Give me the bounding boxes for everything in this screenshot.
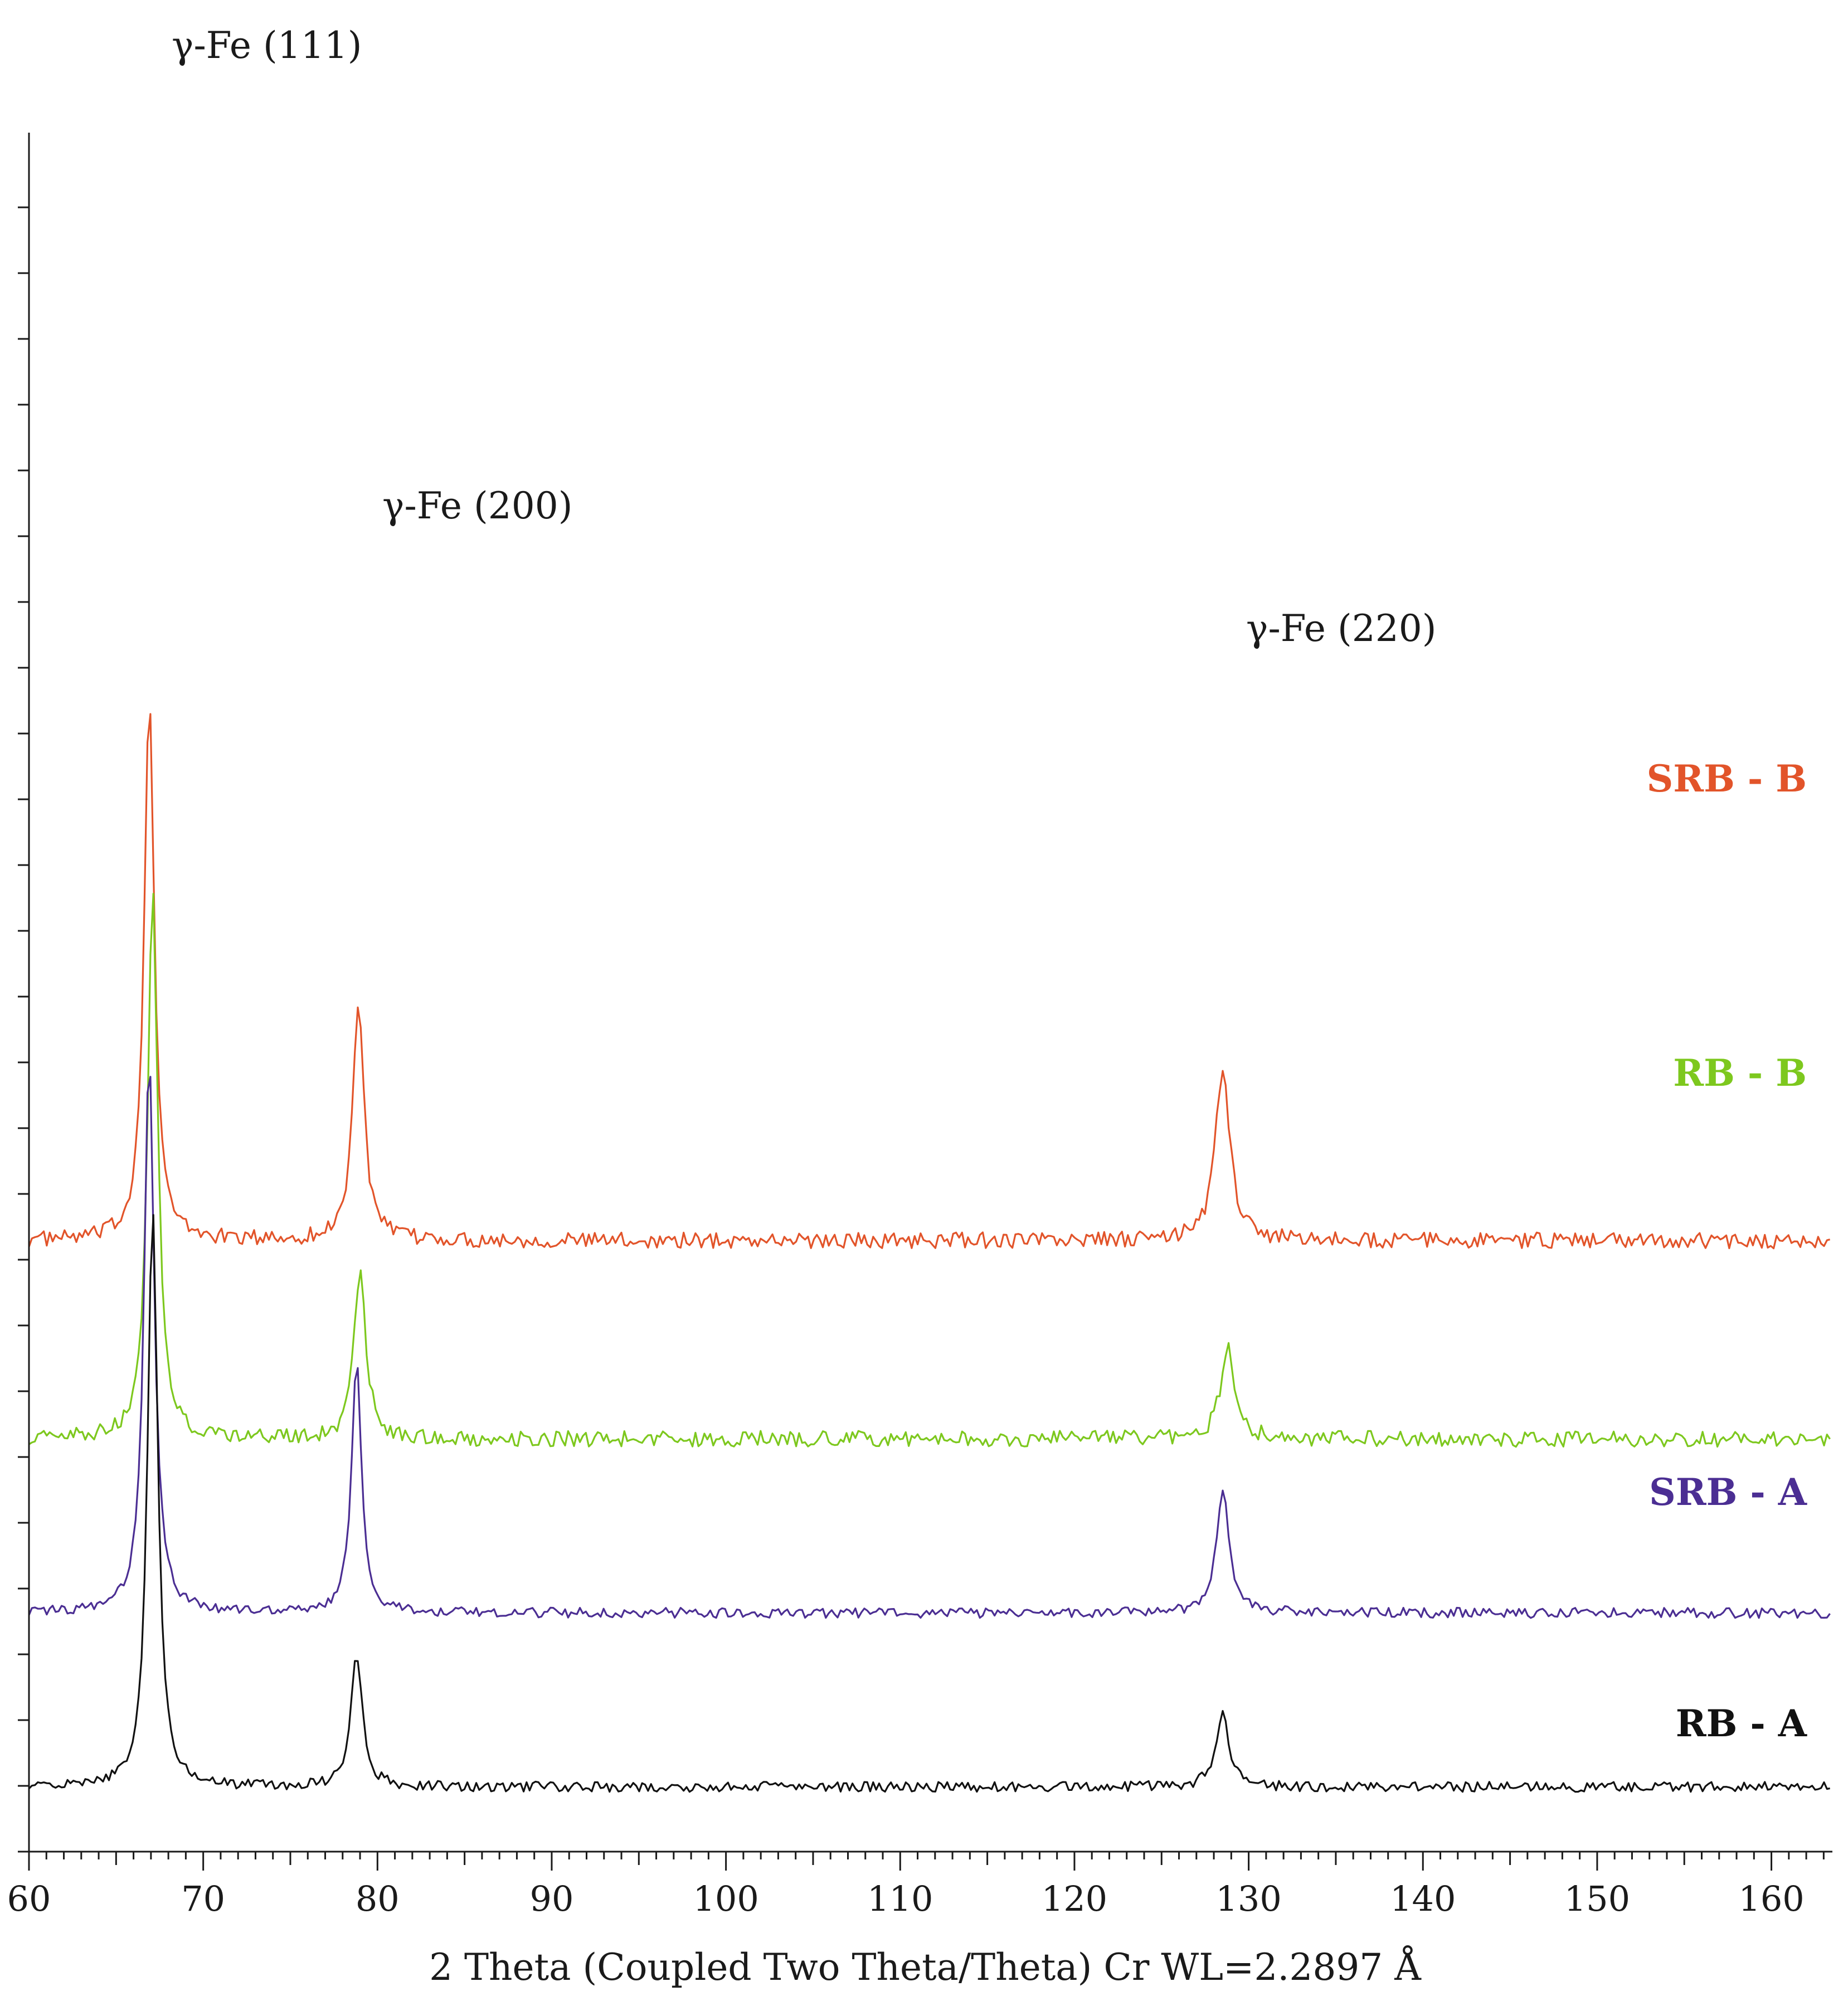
x-tick-label: 60 [7, 1878, 51, 1919]
series-line-rb-b [28, 892, 1831, 1448]
x-tick-label: 140 [1390, 1878, 1456, 1919]
x-tick-label: 100 [693, 1878, 758, 1919]
series-line-rb-a [28, 1214, 1830, 1793]
series-line-srb-a [28, 1076, 1831, 1619]
x-tick-label: 110 [867, 1878, 933, 1919]
peak-label: γ-Fe (220) [1246, 607, 1436, 650]
x-tick-label: 130 [1215, 1878, 1281, 1919]
x-tick-label: 120 [1042, 1878, 1107, 1919]
series-lines [28, 713, 1831, 1793]
series-line-srb-b [28, 713, 1831, 1250]
x-tick-label: 160 [1738, 1878, 1804, 1919]
x-tick-label: 150 [1564, 1878, 1630, 1919]
peak-label: γ-Fe (111) [172, 24, 362, 67]
peak-label: γ-Fe (200) [382, 484, 572, 527]
series-label: SRB - A [1649, 1470, 1807, 1514]
x-tick-label: 70 [181, 1878, 225, 1919]
series-label: SRB - B [1647, 757, 1807, 800]
labels: SRB - B RB - B SRB - A RB - A γ-Fe (111) γ-Fe… [172, 24, 1807, 1745]
axes: 60 70 80 90 100 110 120 130 140 150 160 [7, 133, 1832, 1919]
x-axis-title: 2 Theta (Coupled Two Theta/Theta) Cr WL=… [429, 1946, 1422, 1989]
series-label: RB - A [1676, 1702, 1807, 1745]
x-tick-label: 90 [530, 1878, 574, 1919]
series-label: RB - B [1673, 1051, 1807, 1095]
x-tick-label: 80 [356, 1878, 400, 1919]
